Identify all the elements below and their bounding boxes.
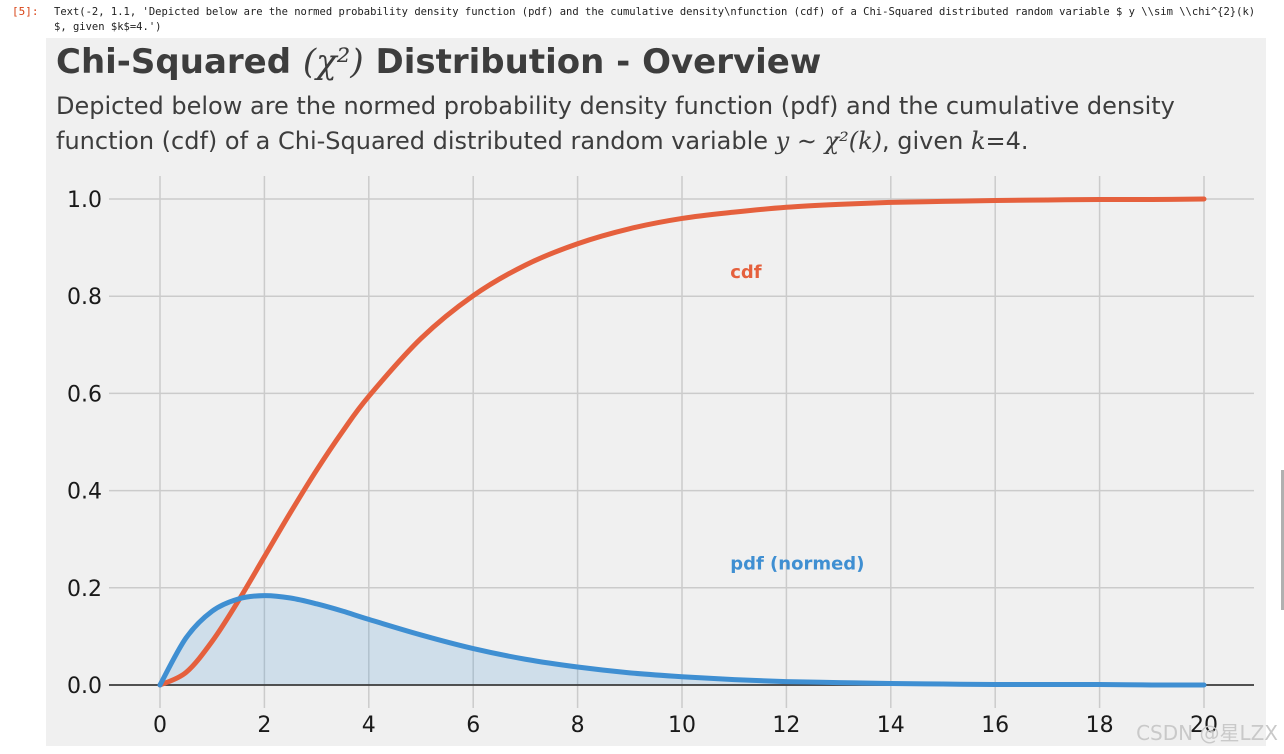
cell-output-text: Text(-2, 1.1, 'Depicted below are the no…: [54, 6, 1262, 33]
y-tick-label: 0.8: [67, 285, 102, 310]
x-tick-label: 20: [1190, 713, 1218, 738]
subtitle-line2-b: , given: [882, 127, 971, 155]
watermark: CSDN @星LZX: [1136, 721, 1278, 745]
series-line-pdf-normed: [157, 593, 1207, 688]
chart-figure: Chi-Squared (χ²) Distribution - Overview…: [46, 38, 1266, 746]
subtitle-line1: Depicted below are the normed probabilit…: [56, 92, 1175, 120]
title-math: (χ²): [302, 42, 364, 82]
x-tick-label: 10: [668, 713, 696, 738]
y-tick-label: 0.4: [67, 480, 102, 505]
x-tick-label: 8: [571, 713, 585, 738]
subtitle-line2-c: =4.: [985, 127, 1029, 155]
subtitle-k: k: [970, 127, 986, 155]
title-text: Chi-Squared: [56, 42, 303, 82]
x-tick-label: 2: [257, 713, 271, 738]
annotation-label: pdf (normed): [730, 554, 864, 575]
x-tick-label: 0: [153, 713, 167, 738]
chart-subtitle: Depicted below are the normed probabilit…: [56, 89, 1256, 159]
chart-plot: 0.0 0.2 0.4 0.6 0.8 1.0 0 2 4 6 8 10 12 14 16 18 20 cdf pd…: [67, 176, 1254, 738]
x-tick-label: 4: [362, 713, 376, 738]
subtitle-math: y ∼ χ²(k): [775, 127, 883, 155]
chart-title: Chi-Squared (χ²) Distribution - Overview: [56, 42, 821, 82]
y-tick-label: 0.2: [67, 577, 102, 602]
x-tick-label: 16: [981, 713, 1009, 738]
series-line-cdf: [157, 196, 1207, 688]
subtitle-line2-a: function (cdf) of a Chi-Squared distribu…: [56, 127, 776, 155]
x-tick-label: 14: [877, 713, 905, 738]
cell-prompt: [5]:: [12, 5, 39, 18]
y-tick-label: 0.6: [67, 382, 102, 407]
x-tick-label: 12: [772, 713, 800, 738]
title-rest: Distribution - Overview: [363, 42, 822, 82]
scrollbar[interactable]: [1281, 470, 1284, 610]
x-tick-label: 18: [1086, 713, 1114, 738]
y-tick-label: 0.0: [67, 674, 102, 699]
annotation-label: cdf: [730, 262, 762, 283]
x-tick-label: 6: [466, 713, 480, 738]
pdf-area-fill: [160, 595, 1204, 686]
y-tick-label: 1.0: [67, 188, 102, 213]
